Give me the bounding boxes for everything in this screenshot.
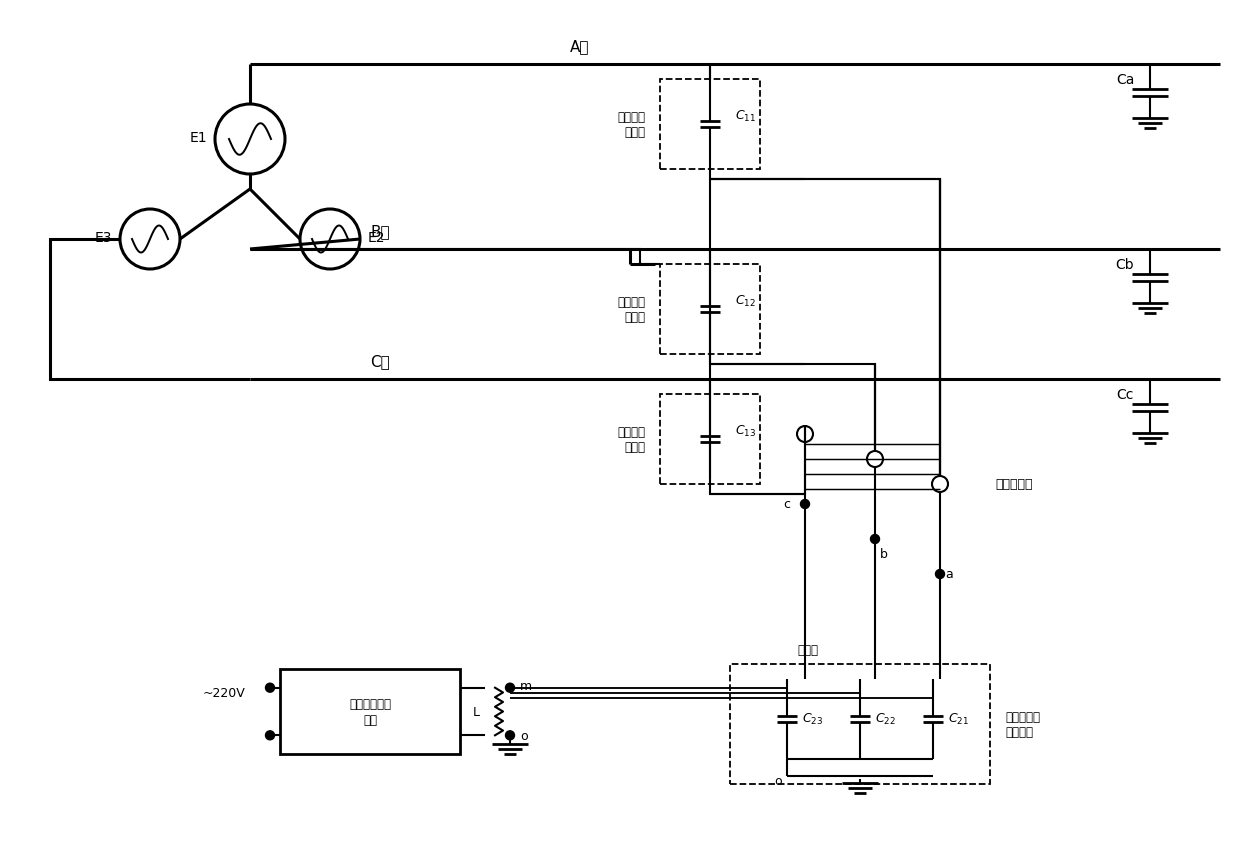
Text: c: c: [782, 498, 790, 511]
Text: $C_{22}$: $C_{22}$: [875, 711, 897, 726]
Bar: [730, 664, 990, 784]
Text: Cc: Cc: [1116, 387, 1133, 402]
Bar: [660, 394, 760, 484]
Text: 电容电流测试
装置: 电容电流测试 装置: [348, 698, 391, 726]
Text: o: o: [775, 775, 782, 787]
Circle shape: [801, 500, 810, 509]
Bar: [280, 669, 460, 754]
Text: $C_{13}$: $C_{13}$: [735, 423, 756, 438]
Text: b: b: [880, 548, 888, 560]
Text: 开关柜带电
指示装置: 开关柜带电 指示装置: [1004, 710, 1040, 738]
Circle shape: [797, 426, 813, 442]
Text: o: o: [520, 729, 528, 742]
Text: $C_{12}$: $C_{12}$: [735, 293, 756, 308]
Text: ~220V: ~220V: [202, 686, 246, 700]
Bar: [660, 80, 760, 170]
Circle shape: [867, 452, 883, 468]
Text: 测试线: 测试线: [797, 643, 818, 657]
Text: 电流互感器: 电流互感器: [994, 478, 1033, 491]
Text: L: L: [472, 706, 480, 718]
Text: Cb: Cb: [1116, 257, 1135, 272]
Circle shape: [932, 476, 949, 492]
Text: 带电指示
传感器: 带电指示 传感器: [618, 295, 645, 323]
Text: $C_{11}$: $C_{11}$: [735, 108, 756, 123]
Text: a: a: [945, 568, 952, 581]
Circle shape: [935, 570, 945, 579]
Text: $C_{23}$: $C_{23}$: [802, 711, 823, 726]
Text: E3: E3: [94, 230, 112, 245]
Circle shape: [870, 535, 879, 544]
Text: C相: C相: [370, 354, 389, 369]
Text: B相: B相: [371, 225, 389, 239]
Circle shape: [265, 684, 274, 692]
Bar: [660, 265, 760, 354]
Text: E1: E1: [190, 131, 207, 145]
Circle shape: [265, 731, 274, 740]
Text: E2: E2: [368, 230, 386, 245]
Text: 带电指示
传感器: 带电指示 传感器: [618, 425, 645, 453]
Text: Ca: Ca: [1116, 73, 1135, 87]
Text: $C_{21}$: $C_{21}$: [947, 711, 968, 726]
Text: 带电指示
传感器: 带电指示 传感器: [618, 111, 645, 138]
Circle shape: [506, 731, 515, 740]
Text: m: m: [520, 679, 532, 692]
Text: A相: A相: [570, 40, 590, 54]
Circle shape: [506, 684, 515, 692]
